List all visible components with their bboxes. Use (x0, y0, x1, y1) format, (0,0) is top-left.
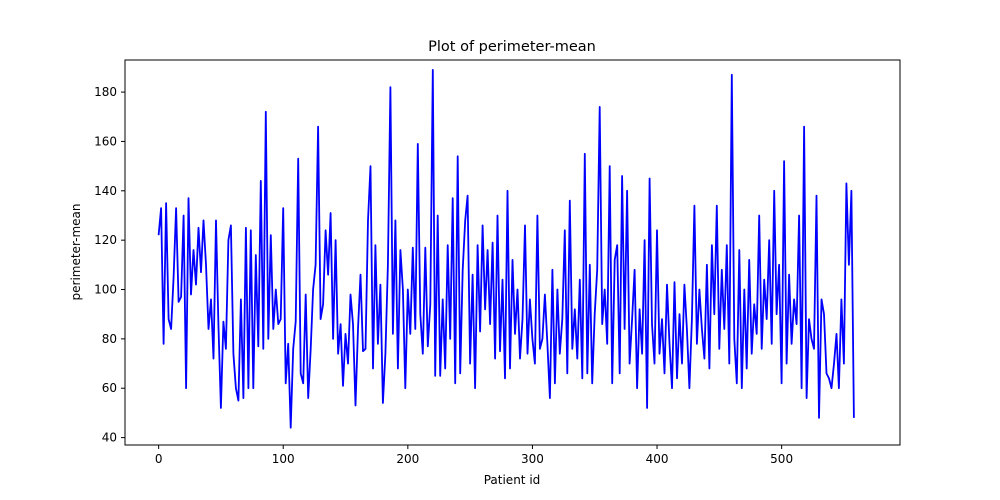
y-tick-label: 120 (94, 233, 117, 247)
y-tick-label: 180 (94, 85, 117, 99)
y-tick-label: 80 (102, 332, 117, 346)
chart-title: Plot of perimeter-mean (428, 39, 596, 55)
y-tick-label: 60 (102, 381, 117, 395)
y-tick-label: 40 (102, 431, 117, 445)
y-tick-label: 140 (94, 184, 117, 198)
y-axis-label: perimeter-mean (69, 204, 83, 301)
y-tick-label: 160 (94, 134, 117, 148)
x-tick-label: 100 (272, 452, 295, 466)
y-tick-label: 100 (94, 283, 117, 297)
x-tick-label: 0 (155, 452, 163, 466)
x-axis-label: Patient id (484, 473, 541, 487)
y-axis: 40 60 80 100 120 140 160 180 (94, 85, 125, 445)
x-tick-label: 500 (770, 452, 793, 466)
series-line (157, 69, 855, 429)
x-tick-label: 400 (646, 452, 669, 466)
plot-frame (124, 59, 901, 446)
x-tick-label: 200 (396, 452, 419, 466)
x-axis: 0 100 200 300 400 500 (155, 445, 793, 466)
x-tick-label: 300 (521, 452, 544, 466)
